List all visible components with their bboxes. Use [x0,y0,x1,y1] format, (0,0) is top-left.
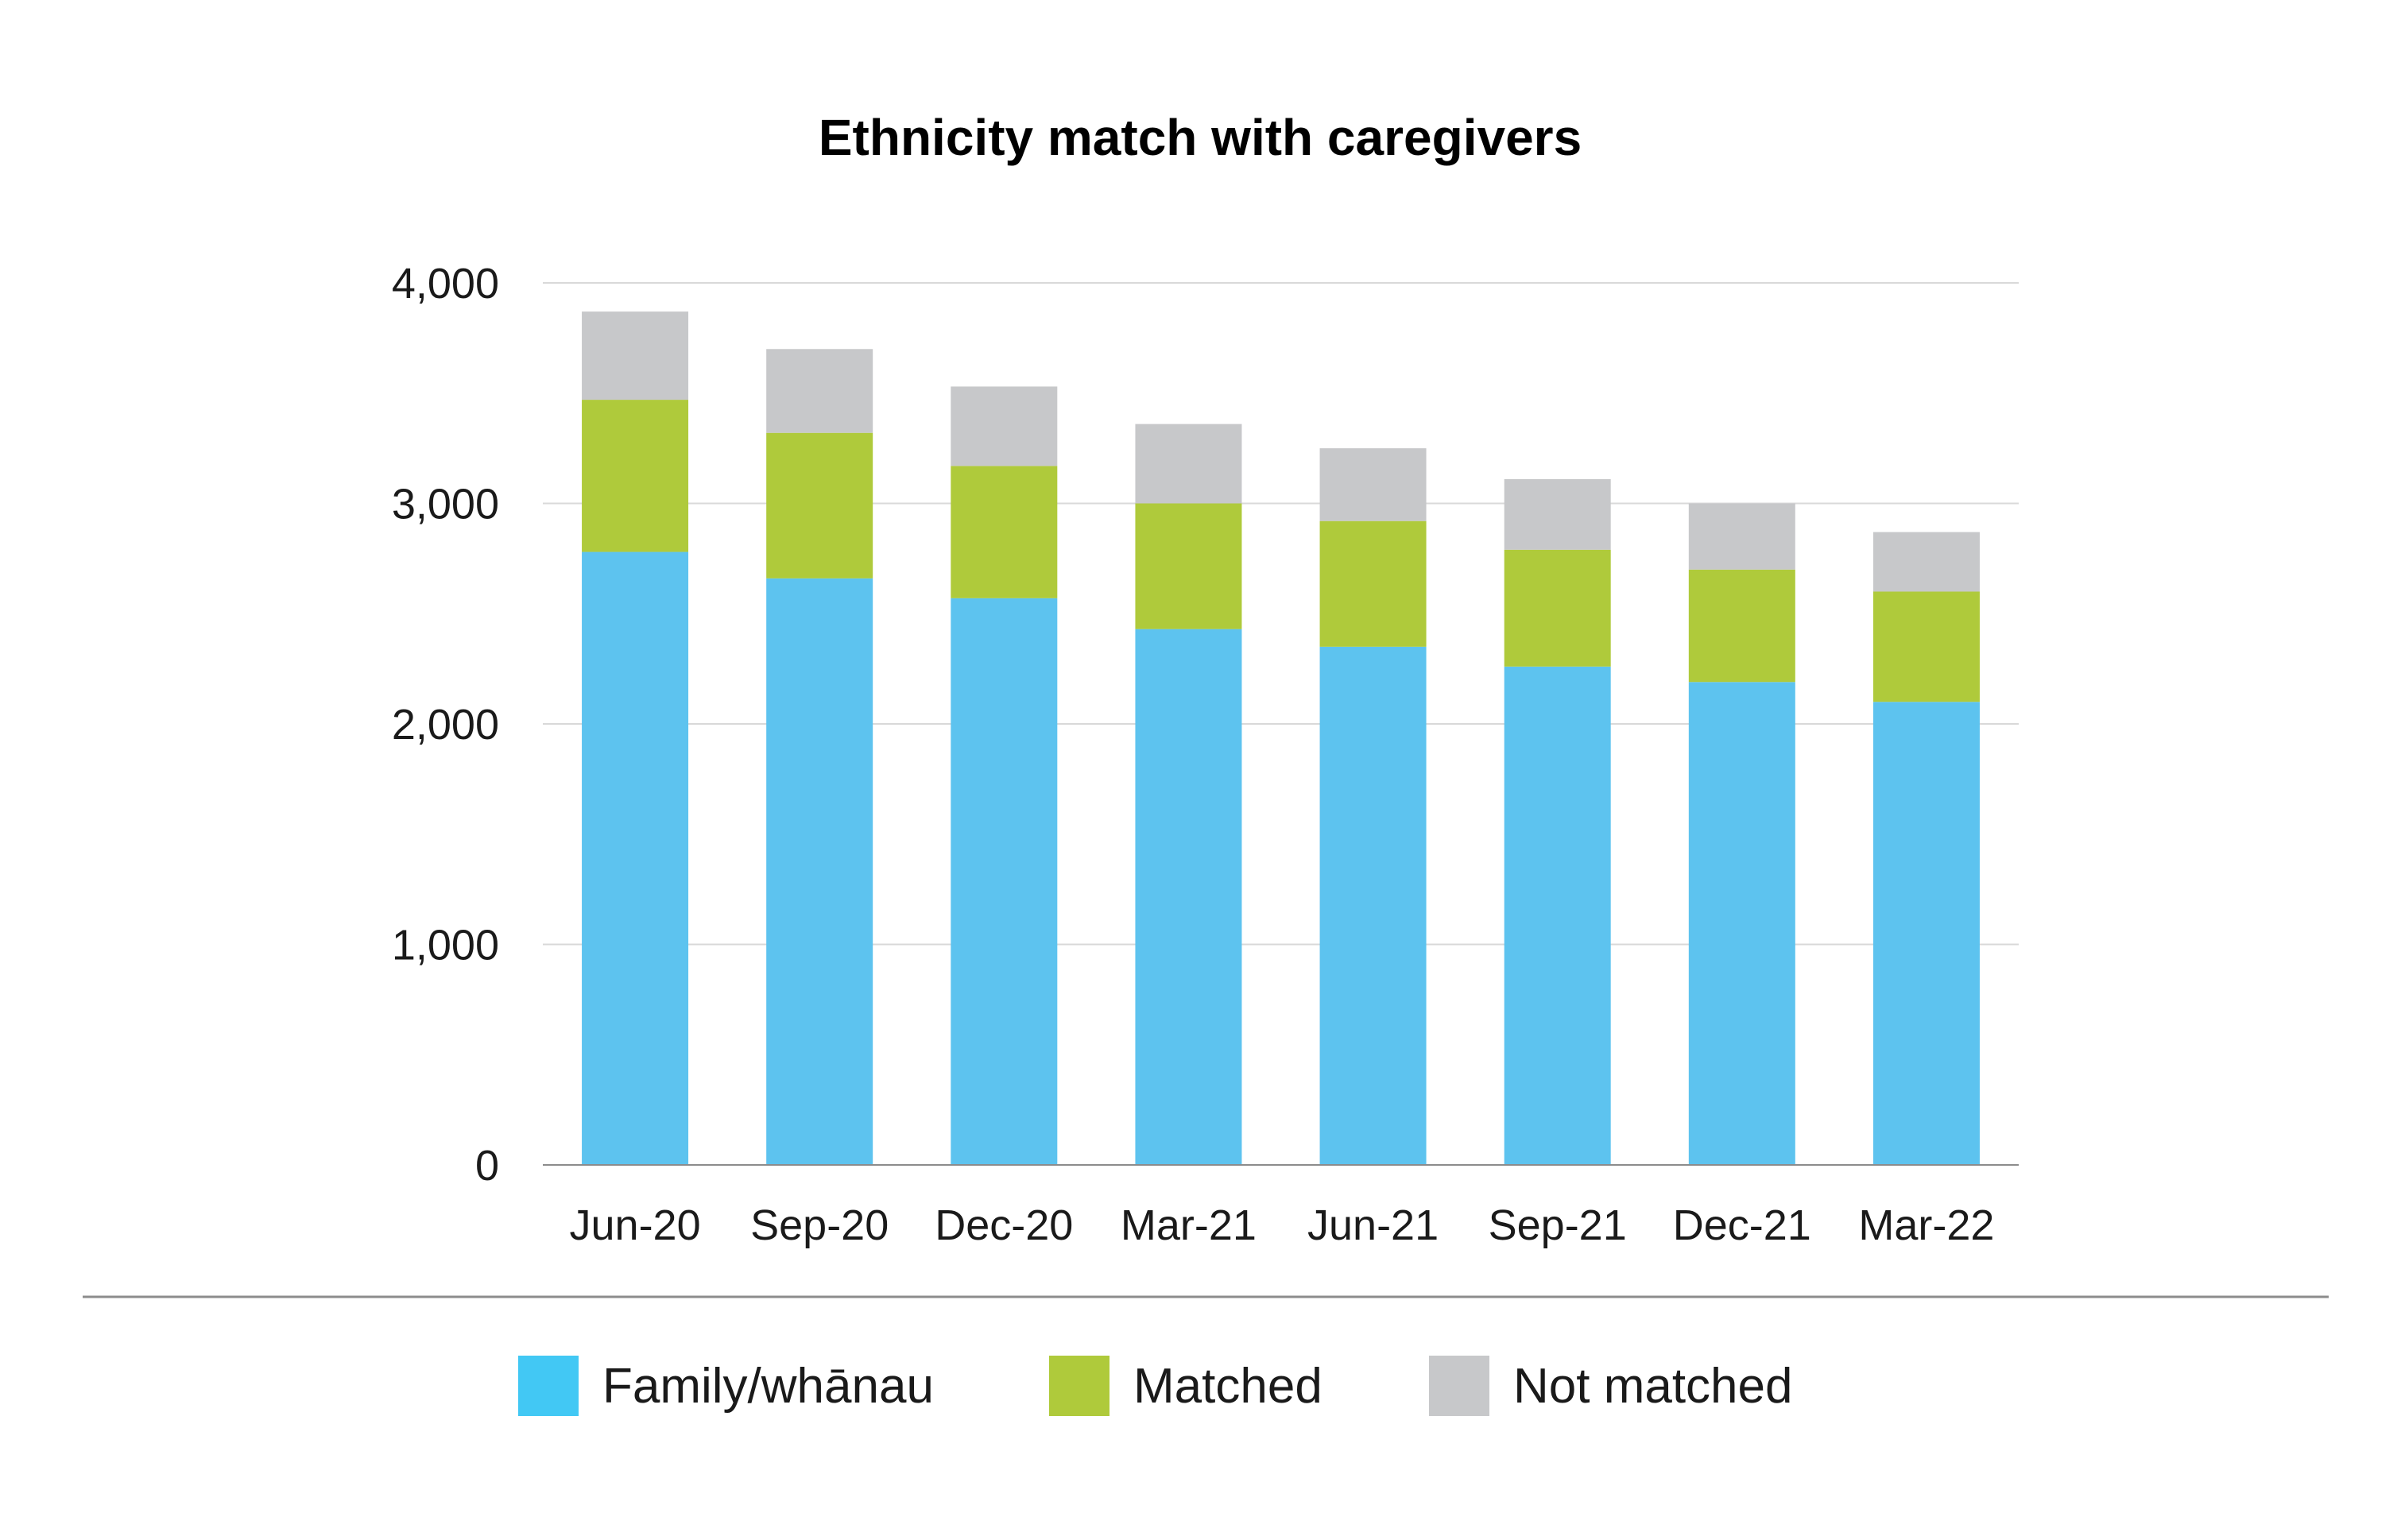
legend-swatch [1429,1356,1489,1416]
bar-segment-not-matched [1319,448,1427,521]
y-tick-label: 0 [475,1142,499,1190]
bar-segment-family-whanau [951,598,1058,1165]
bar-segment-matched [766,432,873,578]
x-tick-label: Dec-20 [935,1201,1073,1249]
bar-segment-matched [1319,520,1427,647]
bar-segment-not-matched [1688,503,1795,570]
bar-segment-family-whanau [1872,702,1980,1165]
x-tick-label: Mar-21 [1121,1201,1257,1249]
legend-swatch [518,1356,579,1416]
legend: Family/whānau Matched Not matched [518,1356,1793,1416]
bar-segment-matched [1872,591,1980,702]
bar-segment-family-whanau [1504,666,1611,1165]
x-tick-label: Sep-20 [750,1201,889,1249]
bar-segment-not-matched [766,349,873,433]
y-tick-label: 2,000 [392,701,499,749]
bar-segment-matched [582,400,689,552]
bar-segment-matched [1135,503,1242,629]
y-tick-label: 3,000 [392,481,499,528]
legend-label: Family/whānau [602,1359,934,1414]
gridlines [543,282,2019,946]
bar-segment-not-matched [1135,424,1242,504]
bar-segment-not-matched [951,386,1058,466]
chart-title: Ethnicity match with caregivers [819,109,1582,166]
bar-segment-not-matched [1504,478,1611,550]
bars [582,311,1980,1165]
y-tick-label: 1,000 [392,922,499,969]
x-tick-label: Dec-21 [1673,1201,1811,1249]
y-tick-label: 4,000 [392,260,499,308]
bar-segment-matched [951,466,1058,598]
x-tick-label: Mar-22 [1858,1201,1994,1249]
bar-segment-family-whanau [582,551,689,1165]
bar-segment-family-whanau [766,578,873,1165]
bar-segment-matched [1504,549,1611,667]
bar-segment-not-matched [582,311,689,400]
x-tick-label: Jun-20 [570,1201,701,1249]
bar-segment-family-whanau [1688,682,1795,1165]
bar-segment-family-whanau [1319,646,1427,1165]
x-tick-label: Sep-21 [1489,1201,1627,1249]
y-axis-tick-labels: 0 1,000 2,000 3,000 4,000 [392,260,499,1190]
x-tick-label: Jun-21 [1307,1201,1439,1249]
bar-segment-matched [1688,569,1795,683]
bar-segment-not-matched [1872,532,1980,592]
bar-segment-family-whanau [1135,629,1242,1165]
x-axis-tick-labels: Jun-20 Sep-20 Dec-20 Mar-21 Jun-21 Sep-21 Dec-… [570,1201,1995,1249]
legend-label: Not matched [1513,1359,1793,1414]
legend-swatch [1049,1356,1109,1416]
legend-label: Matched [1133,1359,1322,1414]
